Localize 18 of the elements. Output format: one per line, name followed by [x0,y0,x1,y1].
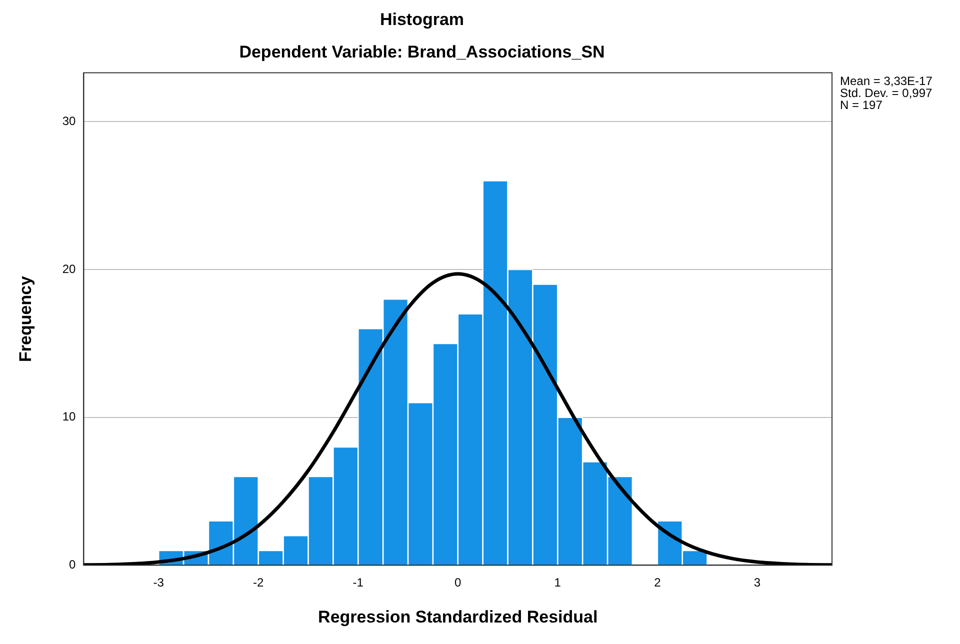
x-tick-label: -2 [253,576,264,590]
x-tick-label: -1 [352,576,364,590]
x-tick-label: -3 [153,576,164,590]
x-tick-label: 1 [554,576,562,590]
x-tick-label: 0 [454,576,462,590]
x-tick-label: 3 [754,576,761,590]
text: N = 197 [840,98,883,112]
text: Mean = 3,33E-17 [840,74,933,88]
y-tick-label: 30 [62,114,76,128]
x-tick-label: 2 [654,576,662,590]
x-axis-title: Regression Standardized Residual [318,607,598,626]
y-axis-title: Frequency [16,275,35,362]
y-tick-label: 0 [69,558,76,572]
chart-title: Histogram [380,10,464,29]
y-tick-label: 20 [62,262,76,276]
y-tick-label: 10 [62,410,76,424]
chart-subtitle: Dependent Variable: Brand_Associations_SN [239,42,605,62]
text: Std. Dev. = 0,997 [840,86,932,100]
